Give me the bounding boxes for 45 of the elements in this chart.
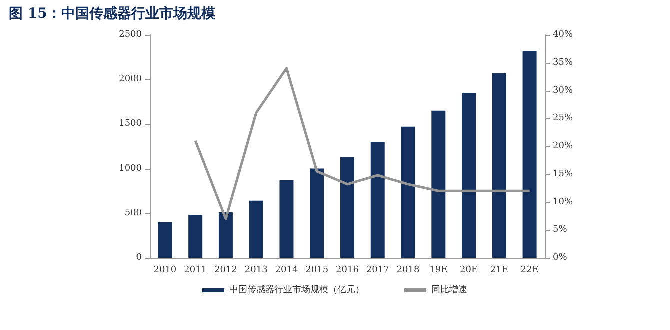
bar <box>492 73 506 258</box>
bar <box>188 215 203 258</box>
chart-title: 图 15：中国传感器行业市场规模 <box>9 5 216 22</box>
bar <box>280 180 294 258</box>
bar <box>158 222 172 258</box>
y2-tick-label: 15% <box>553 169 574 180</box>
y-tick-label: 1000 <box>119 164 142 174</box>
y2-tick-label: 40% <box>553 30 574 40</box>
y2-tick-label: 35% <box>553 58 574 68</box>
bar <box>340 157 354 258</box>
x-tick-label: 2016 <box>336 266 360 276</box>
x-tick-label: 2012 <box>214 266 238 276</box>
x-tick-label: 2014 <box>275 266 298 276</box>
y2-tick-label: 20% <box>553 142 574 152</box>
y-tick-label: 2000 <box>119 74 142 85</box>
legend-label: 同比增速 <box>432 284 468 296</box>
x-tick-label: 2018 <box>396 266 420 276</box>
x-tick-label: 2011 <box>184 266 208 276</box>
bar <box>432 110 446 258</box>
x-tick-label: 2010 <box>154 266 177 276</box>
y2-tick-label: 30% <box>553 86 574 96</box>
y-tick-label: 500 <box>124 208 142 218</box>
y-tick-label: 0 <box>136 253 142 263</box>
bar <box>401 126 416 258</box>
line-series <box>194 67 532 220</box>
y-tick-label: 1500 <box>119 119 142 130</box>
bar <box>310 168 324 258</box>
x-tick-label: 19E <box>430 266 448 276</box>
bar <box>522 51 537 258</box>
bar <box>249 200 264 258</box>
y-tick-label: 2500 <box>119 30 142 40</box>
bar <box>462 92 476 258</box>
x-tick-label: 2013 <box>244 266 268 276</box>
x-tick-label: 2017 <box>366 266 390 276</box>
y2-tick-label: 5% <box>553 225 568 236</box>
y2-tick-label: 10% <box>553 197 574 208</box>
y2-tick-label: 25% <box>553 114 574 124</box>
x-tick-label: 22E <box>520 266 539 276</box>
y2-tick-label: 0% <box>553 253 568 263</box>
bar <box>218 212 233 258</box>
x-tick-label: 21E <box>490 266 508 276</box>
x-tick-label: 20E <box>460 266 478 276</box>
bar <box>370 142 385 258</box>
x-tick-label: 2015 <box>306 266 329 276</box>
legend-label: 中国传感器行业市场规模（亿元） <box>230 284 364 296</box>
